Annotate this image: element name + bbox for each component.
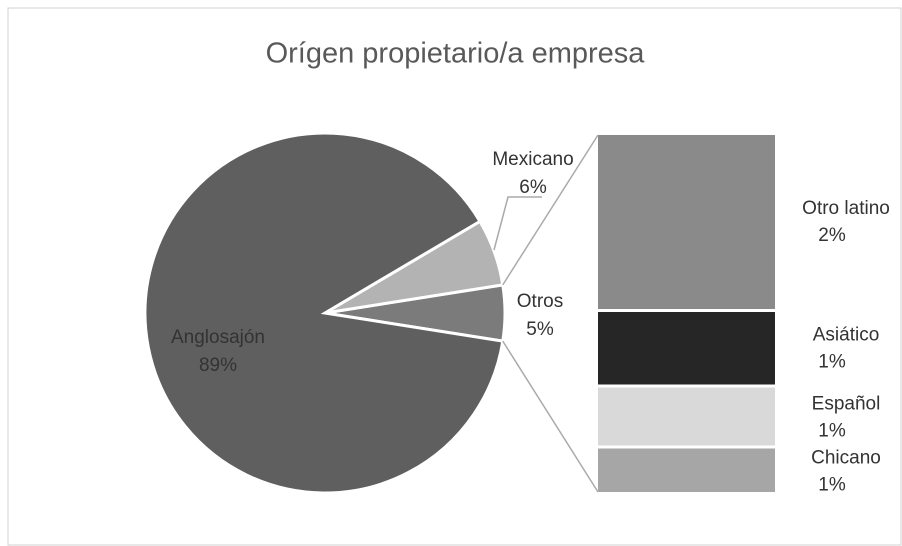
bar-label: Otro latino	[802, 198, 890, 219]
bar-value-label: 1%	[818, 421, 846, 442]
pie-label: Mexicano	[492, 149, 573, 170]
bar-value-label: 1%	[818, 351, 846, 372]
bar-segment	[598, 387, 775, 446]
pie-label: Otros	[517, 291, 563, 312]
pie-value-label: 5%	[526, 319, 554, 340]
bar-segment	[598, 448, 775, 492]
bar-label: Español	[812, 394, 881, 415]
pie-label: Anglosajón	[171, 327, 265, 348]
pie-value-label: 89%	[199, 355, 237, 376]
bar-value-label: 2%	[818, 225, 846, 246]
bar-label: Chicano	[811, 447, 881, 468]
pie-slice	[143, 131, 505, 495]
pie-value-label: 6%	[519, 177, 547, 198]
connector-line	[502, 134, 599, 286]
leader-line	[493, 196, 542, 251]
bar-segment	[598, 135, 775, 309]
connector-line	[502, 340, 599, 493]
chart-title: Orígen propietario/a empresa	[266, 38, 646, 70]
bar-value-label: 1%	[818, 474, 846, 495]
bar-label: Asiático	[813, 324, 880, 345]
bar-segment	[598, 312, 775, 385]
